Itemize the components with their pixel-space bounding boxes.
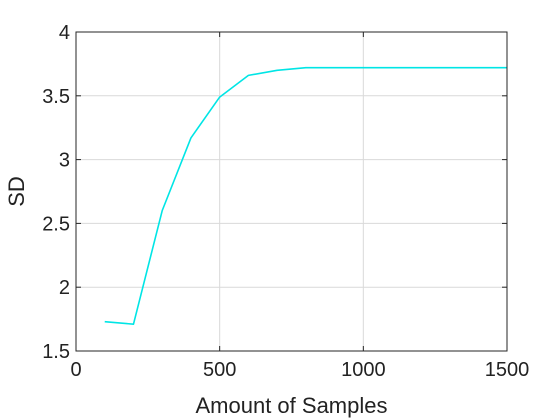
y-tick-label: 2 — [59, 277, 70, 299]
x-tick-label: 1500 — [485, 359, 530, 381]
y-tick-label: 4 — [59, 22, 70, 44]
tick-labels: 0 500 1000 1500 1.5 2 2.5 3 3.5 4 — [42, 22, 529, 381]
y-axis-label: SD — [4, 176, 29, 207]
plot-area-frame — [75, 31, 508, 352]
grid — [75, 31, 508, 352]
x-tick-label: 500 — [203, 359, 236, 381]
y-tick-label: 3.5 — [42, 86, 70, 108]
tick-marks — [75, 31, 508, 352]
series-line — [104, 66, 507, 326]
y-tick-label: 2.5 — [42, 213, 70, 235]
x-axis-label: Amount of Samples — [196, 393, 388, 418]
x-tick-label: 0 — [70, 359, 81, 381]
x-tick-label: 1000 — [341, 359, 386, 381]
y-tick-label: 3 — [59, 150, 70, 172]
y-tick-label: 1.5 — [42, 341, 70, 363]
series-layer — [104, 66, 507, 326]
